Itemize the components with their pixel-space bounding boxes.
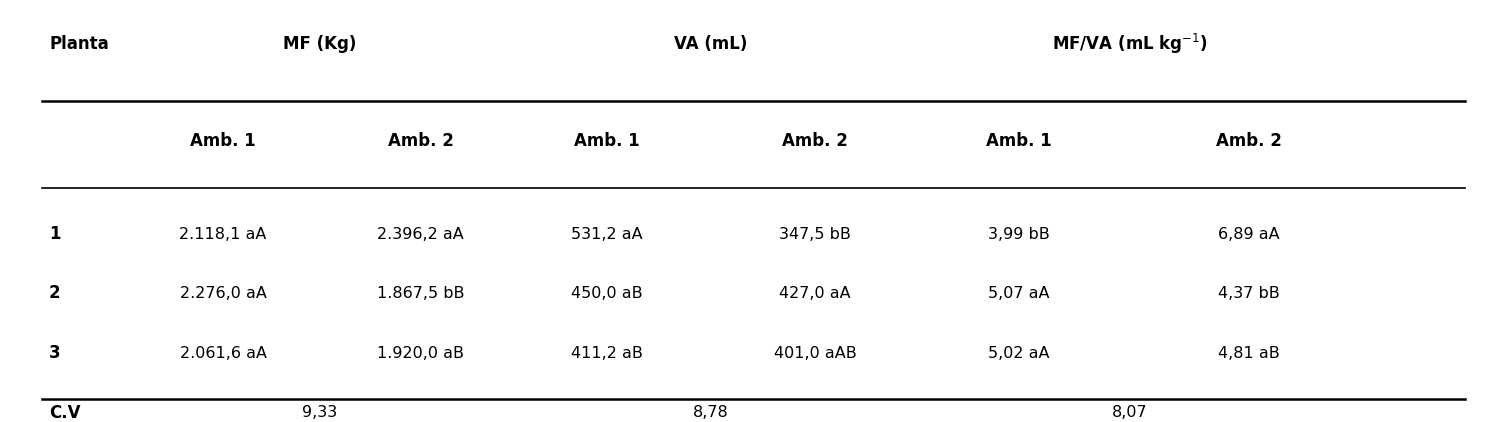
Text: Amb. 1: Amb. 1: [574, 133, 639, 150]
Text: Amb. 1: Amb. 1: [986, 133, 1051, 150]
Text: 347,5 bB: 347,5 bB: [779, 227, 851, 242]
Text: VA (mL): VA (mL): [674, 35, 748, 53]
Text: 427,0 aA: 427,0 aA: [779, 286, 851, 301]
Text: 2.276,0 aA: 2.276,0 aA: [180, 286, 266, 301]
Text: MF/VA (mL kg$^{-1}$): MF/VA (mL kg$^{-1}$): [1053, 32, 1207, 57]
Text: 1.867,5 bB: 1.867,5 bB: [378, 286, 464, 301]
Text: 401,0 aAB: 401,0 aAB: [773, 346, 857, 361]
Text: C.V: C.V: [49, 404, 80, 422]
Text: 8,07: 8,07: [1112, 405, 1148, 420]
Text: Amb. 2: Amb. 2: [388, 133, 454, 150]
Text: Amb. 2: Amb. 2: [782, 133, 848, 150]
Text: 9,33: 9,33: [302, 405, 338, 420]
Text: 411,2 aB: 411,2 aB: [571, 346, 642, 361]
Text: 4,81 aB: 4,81 aB: [1218, 346, 1280, 361]
Text: 1.920,0 aB: 1.920,0 aB: [378, 346, 464, 361]
Text: Amb. 2: Amb. 2: [1216, 133, 1282, 150]
Text: 531,2 aA: 531,2 aA: [571, 227, 642, 242]
Text: Planta: Planta: [49, 35, 109, 53]
Text: MF (Kg): MF (Kg): [283, 35, 357, 53]
Text: 5,07 aA: 5,07 aA: [987, 286, 1050, 301]
Text: Amb. 1: Amb. 1: [190, 133, 256, 150]
Text: 4,37 bB: 4,37 bB: [1218, 286, 1280, 301]
Text: 2.061,6 aA: 2.061,6 aA: [180, 346, 266, 361]
Text: 2.396,2 aA: 2.396,2 aA: [378, 227, 464, 242]
Text: 1: 1: [49, 225, 61, 243]
Text: 3: 3: [49, 344, 61, 362]
Text: 2.118,1 aA: 2.118,1 aA: [180, 227, 266, 242]
Text: 5,02 aA: 5,02 aA: [987, 346, 1050, 361]
Text: 3,99 bB: 3,99 bB: [987, 227, 1050, 242]
Text: 8,78: 8,78: [693, 405, 729, 420]
Text: 450,0 aB: 450,0 aB: [571, 286, 642, 301]
Text: 6,89 aA: 6,89 aA: [1218, 227, 1280, 242]
Text: 2: 2: [49, 284, 61, 302]
